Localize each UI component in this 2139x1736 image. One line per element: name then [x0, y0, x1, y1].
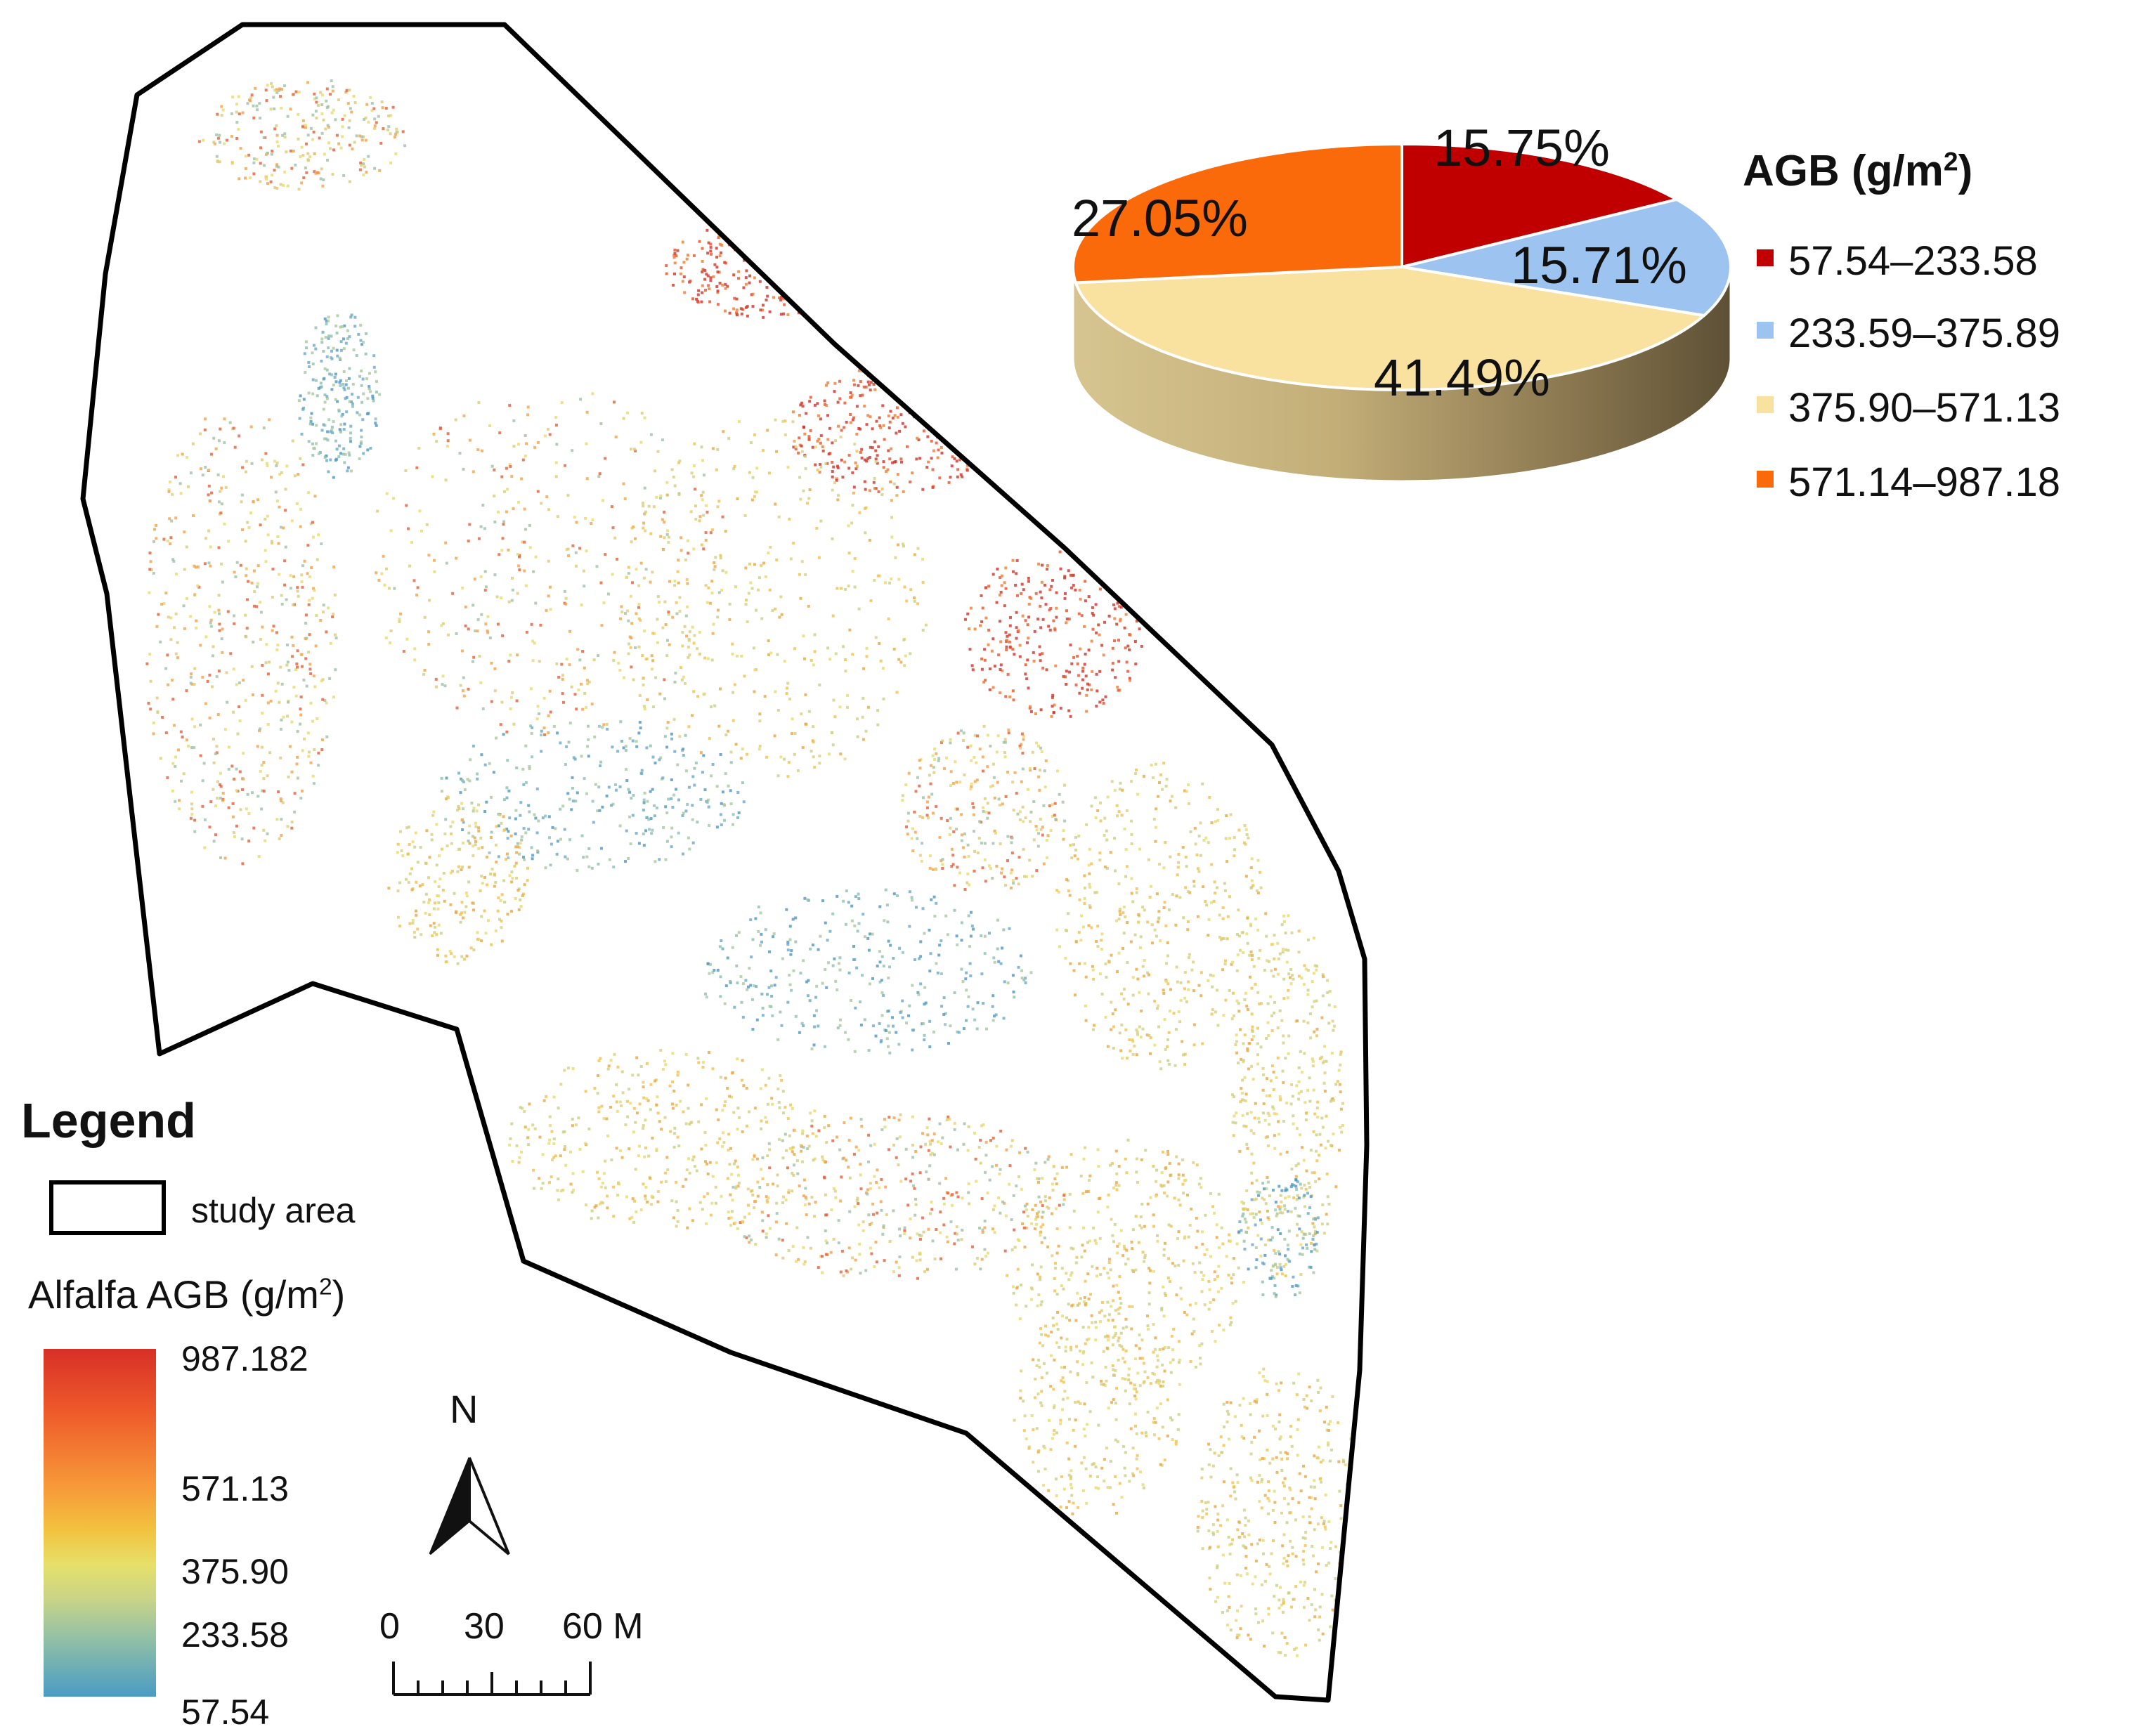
study-area-label: study area — [191, 1191, 356, 1230]
scale-bar — [392, 1662, 592, 1696]
north-arrow-right — [468, 1457, 510, 1555]
ramp-tick-233: 233.58 — [181, 1615, 289, 1655]
ramp-title: Alfalfa AGB (g/m2) — [28, 1272, 346, 1317]
scale-label-60: 60 M — [562, 1606, 644, 1647]
pie-legend-label-1: 57.54–233.58 — [1788, 238, 2038, 284]
pie-slice-4 — [1072, 142, 1403, 285]
study-area-swatch — [49, 1180, 166, 1235]
ramp-tick-max: 987.182 — [181, 1339, 308, 1378]
pie-legend-label-2: 233.59–375.89 — [1788, 311, 2061, 356]
pie-label-slice-1: 15.75% — [1433, 119, 1610, 177]
pie-legend-swatch-2 — [1757, 322, 1774, 339]
pie-legend-swatch-3 — [1757, 396, 1774, 413]
pie-label-slice-3: 41.49% — [1374, 348, 1550, 407]
scale-label-0: 0 — [379, 1606, 400, 1647]
north-arrow — [429, 1457, 510, 1555]
agb-color-ramp — [44, 1349, 156, 1697]
study-area-boundary — [80, 22, 1370, 1703]
legend-title: Legend — [21, 1093, 196, 1148]
pie-slice-3 — [1074, 265, 1708, 391]
pie-label-slice-2: 15.71% — [1511, 236, 1687, 294]
pie-legend-swatch-4 — [1757, 471, 1774, 488]
pie-label-slice-4: 27.05% — [1072, 189, 1248, 247]
pie-legend-swatch-1 — [1757, 249, 1774, 266]
ramp-tick-375: 375.90 — [181, 1552, 289, 1591]
north-arrow-left — [429, 1457, 471, 1555]
pie-slice-2 — [1401, 197, 1732, 318]
north-label: N — [450, 1387, 479, 1431]
pie-legend-title: AGB (g/m2) — [1743, 146, 1973, 195]
scale-label-30: 30 — [464, 1606, 505, 1647]
ramp-tick-571: 571.13 — [181, 1469, 289, 1508]
ramp-tick-min: 57.54 — [181, 1692, 270, 1732]
pie-legend-label-3: 375.90–571.13 — [1788, 385, 2061, 431]
agb-pie-chart — [1072, 142, 1732, 483]
pie-legend-label-4: 571.14–987.18 — [1788, 459, 2061, 505]
pie-slice-1 — [1400, 142, 1681, 269]
